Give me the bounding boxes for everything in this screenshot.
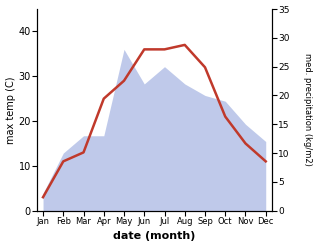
Y-axis label: max temp (C): max temp (C) <box>5 76 16 144</box>
X-axis label: date (month): date (month) <box>113 231 196 242</box>
Y-axis label: med. precipitation (kg/m2): med. precipitation (kg/m2) <box>303 53 313 166</box>
